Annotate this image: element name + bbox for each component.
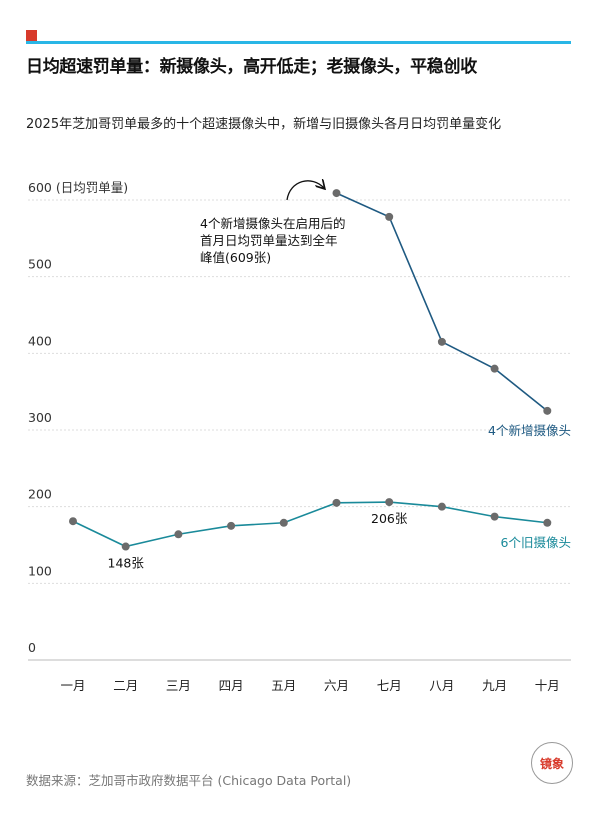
series-label: 6个旧摄像头 (501, 535, 571, 550)
chart-subtitle: 2025年芝加哥罚单最多的十个超速摄像头中，新增与旧摄像头各月日均罚单量变化 (26, 117, 502, 132)
series-label: 4个新增摄像头 (488, 423, 571, 438)
chart-title: 日均超速罚单量：新摄像头，高开低走；老摄像头，平稳创收 (26, 57, 477, 77)
min-label: 148张 (108, 556, 145, 571)
peak-annotation-line: 首月日均罚单量达到全年 (200, 233, 338, 248)
peak-annotation-line: 4个新增摄像头在启用后的 (200, 216, 345, 231)
data-point (332, 498, 341, 507)
data-point (227, 521, 236, 530)
data-point (121, 542, 130, 551)
data-point (385, 498, 394, 507)
data-point (490, 512, 499, 521)
x-tick-label: 九月 (482, 678, 507, 693)
data-point (69, 517, 77, 526)
data-point (385, 212, 394, 221)
x-tick-label: 十月 (535, 678, 560, 693)
y-tick-label: 400 (28, 333, 52, 348)
data-source: 数据来源：芝加哥市政府数据平台 (Chicago Data Portal) (26, 773, 352, 788)
y-tick-label: 100 (28, 563, 52, 578)
max-old-label: 206张 (371, 511, 408, 526)
x-tick-label: 二月 (113, 678, 138, 693)
data-point (437, 502, 446, 511)
y-tick-label: 300 (28, 410, 52, 425)
series-line-old (72, 501, 548, 548)
x-tick-label: 五月 (271, 678, 296, 693)
logo-text: 镜象 (539, 756, 564, 771)
brand-logo: 镜象 (531, 742, 573, 784)
data-point (543, 518, 552, 527)
data-point (279, 518, 288, 527)
data-point (437, 337, 446, 346)
x-tick-label: 三月 (166, 678, 191, 693)
x-tick-label: 七月 (377, 678, 402, 693)
series-line-new (336, 192, 548, 412)
data-point (332, 189, 341, 198)
y-tick-label: 0 (28, 640, 36, 655)
data-point (490, 364, 499, 373)
y-tick-label: 500 (28, 257, 52, 272)
y-tick-label: 600 (日均罚单量) (28, 180, 128, 195)
x-tick-label: 六月 (324, 678, 349, 693)
x-tick-label: 一月 (60, 678, 85, 693)
y-tick-label: 200 (28, 487, 52, 502)
x-tick-label: 四月 (219, 678, 244, 693)
header-rule (26, 41, 571, 44)
brand-red-square (26, 30, 37, 41)
data-point (543, 406, 552, 415)
data-point (174, 530, 183, 539)
x-tick-label: 八月 (429, 678, 454, 693)
peak-annotation-line: 峰值(609张) (200, 250, 271, 265)
annotation-arrow (286, 181, 324, 201)
